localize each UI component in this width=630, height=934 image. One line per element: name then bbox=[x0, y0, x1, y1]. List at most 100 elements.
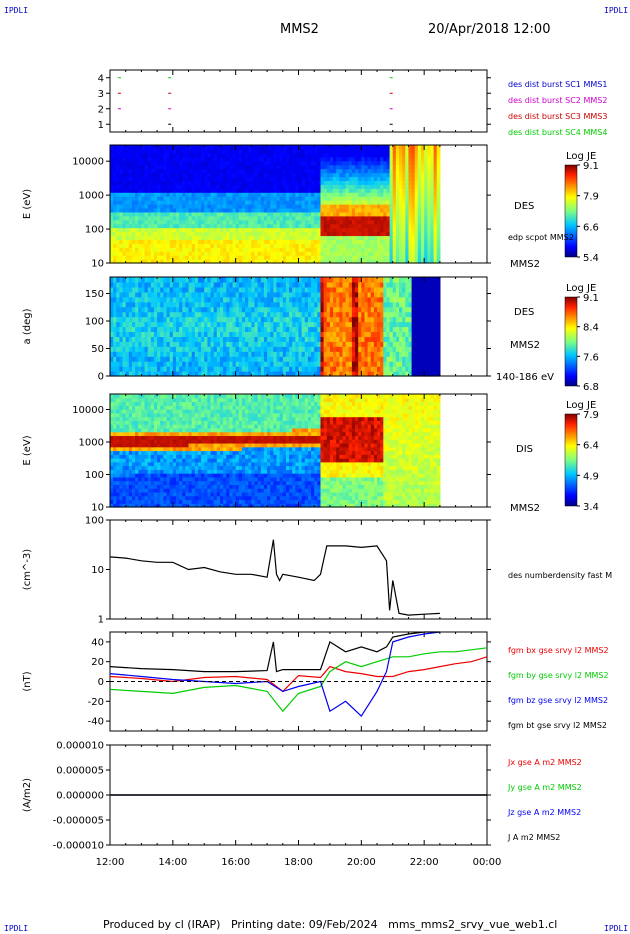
des-energy-cell bbox=[248, 188, 252, 193]
des-energy-cell bbox=[110, 164, 114, 170]
des-energy-cell bbox=[226, 247, 230, 252]
des-energy-cell bbox=[179, 168, 183, 174]
des-energy-cell bbox=[169, 227, 174, 233]
des-energy-cell bbox=[185, 172, 190, 178]
des-energy-cell bbox=[144, 231, 149, 237]
des-energy-cell bbox=[216, 200, 221, 205]
des-energy-cell bbox=[131, 247, 136, 252]
des-energy-cell bbox=[235, 180, 240, 185]
des-energy-cell bbox=[150, 211, 155, 217]
des-energy-cell bbox=[141, 148, 146, 154]
des-energy-cell bbox=[219, 251, 224, 256]
des-energy-cell bbox=[150, 255, 155, 260]
des-energy-cell bbox=[160, 255, 165, 260]
des-energy-cell bbox=[213, 164, 218, 170]
des-energy-cell bbox=[219, 223, 224, 229]
des-energy-cell bbox=[238, 211, 243, 217]
des-energy-cell bbox=[163, 255, 168, 260]
des-energy-cell bbox=[172, 180, 177, 185]
des-energy-cell bbox=[128, 164, 133, 170]
des-energy-cell bbox=[153, 196, 158, 201]
des-energy-cell bbox=[166, 160, 171, 166]
des-energy-cell bbox=[201, 211, 205, 217]
des-energy-cell bbox=[191, 231, 196, 237]
des-energy-cell bbox=[201, 204, 205, 209]
des-energy-cell bbox=[166, 251, 171, 256]
des-energy-cell bbox=[172, 235, 177, 240]
des-energy-cell bbox=[229, 160, 234, 166]
des-energy-cell bbox=[169, 251, 174, 256]
des-energy-cell bbox=[172, 219, 177, 225]
des-energy-cell bbox=[175, 235, 180, 240]
des-energy-cell bbox=[197, 231, 202, 237]
des-energy-cell bbox=[232, 164, 237, 170]
des-energy-cell bbox=[147, 148, 152, 154]
des-energy-cell bbox=[219, 180, 224, 185]
des-energy-cell bbox=[150, 223, 155, 229]
des-energy-cell bbox=[144, 251, 149, 256]
des-energy-cell bbox=[175, 204, 180, 209]
des-energy-cell bbox=[144, 211, 149, 217]
des-energy-cell bbox=[119, 184, 124, 189]
des-energy-cell bbox=[197, 204, 202, 209]
des-energy-cell bbox=[147, 239, 152, 244]
des-energy-cell bbox=[207, 152, 212, 158]
des-energy-cell bbox=[144, 235, 149, 240]
des-energy-cell bbox=[138, 180, 143, 185]
des-energy-cell bbox=[169, 207, 174, 213]
des-energy-cell bbox=[119, 235, 124, 240]
des-energy-cell bbox=[191, 172, 196, 178]
des-energy-cell bbox=[248, 172, 252, 178]
des-energy-cell bbox=[125, 204, 130, 209]
des-energy-cell bbox=[166, 180, 171, 185]
des-energy-cell bbox=[163, 168, 168, 174]
des-energy-cell bbox=[213, 235, 218, 240]
des-energy-cell bbox=[138, 247, 143, 252]
des-energy-cell bbox=[207, 231, 212, 237]
des-energy-cell bbox=[213, 259, 218, 264]
des-energy-cell bbox=[160, 231, 165, 237]
des-energy-cell bbox=[232, 223, 237, 229]
des-energy-cell bbox=[116, 160, 121, 166]
des-energy-cell bbox=[179, 164, 183, 170]
des-energy-cell bbox=[135, 148, 139, 154]
des-energy-cell bbox=[179, 180, 183, 185]
des-energy-cell bbox=[245, 243, 249, 248]
des-energy-cell bbox=[160, 247, 165, 252]
des-energy-cell bbox=[232, 145, 237, 150]
des-energy-cell bbox=[179, 239, 183, 244]
des-energy-cell bbox=[175, 156, 180, 162]
des-energy-cell bbox=[169, 204, 174, 209]
des-energy-cell bbox=[182, 172, 186, 178]
des-energy-cell bbox=[131, 145, 136, 150]
des-energy-cell bbox=[238, 200, 243, 205]
des-energy-cell bbox=[166, 184, 171, 189]
des-energy-cell bbox=[188, 215, 193, 221]
des-energy-cell bbox=[197, 164, 202, 170]
des-energy-cell bbox=[182, 164, 186, 170]
des-energy-cell bbox=[248, 227, 252, 233]
des-energy-bottom-label: MMS2 bbox=[510, 259, 540, 270]
des-energy-cell bbox=[229, 243, 234, 248]
des-energy-cell bbox=[135, 211, 139, 217]
des-energy-cell bbox=[436, 176, 441, 181]
des-energy-cell bbox=[182, 168, 186, 174]
des-energy-cell bbox=[163, 188, 168, 193]
des-energy-cell bbox=[204, 196, 208, 201]
des-energy-cell bbox=[172, 172, 177, 178]
des-energy-cell bbox=[219, 204, 224, 209]
des-energy-cell bbox=[194, 176, 199, 181]
burst-legend-1: des dist burst SC1 MMS1 bbox=[508, 80, 607, 89]
des-energy-cell bbox=[135, 231, 139, 237]
des-energy-cell bbox=[210, 172, 215, 178]
corner-label-top-right: IPDLI bbox=[604, 6, 629, 15]
des-energy-cell bbox=[135, 145, 139, 150]
des-energy-cell bbox=[229, 176, 234, 181]
des-energy-cell bbox=[169, 180, 174, 185]
des-energy-cell bbox=[232, 176, 237, 181]
des-energy-cell bbox=[226, 251, 230, 256]
des-energy-cell bbox=[147, 211, 152, 217]
des-energy-cell bbox=[185, 227, 190, 233]
des-energy-cell bbox=[207, 172, 212, 178]
des-energy-cell bbox=[216, 235, 221, 240]
